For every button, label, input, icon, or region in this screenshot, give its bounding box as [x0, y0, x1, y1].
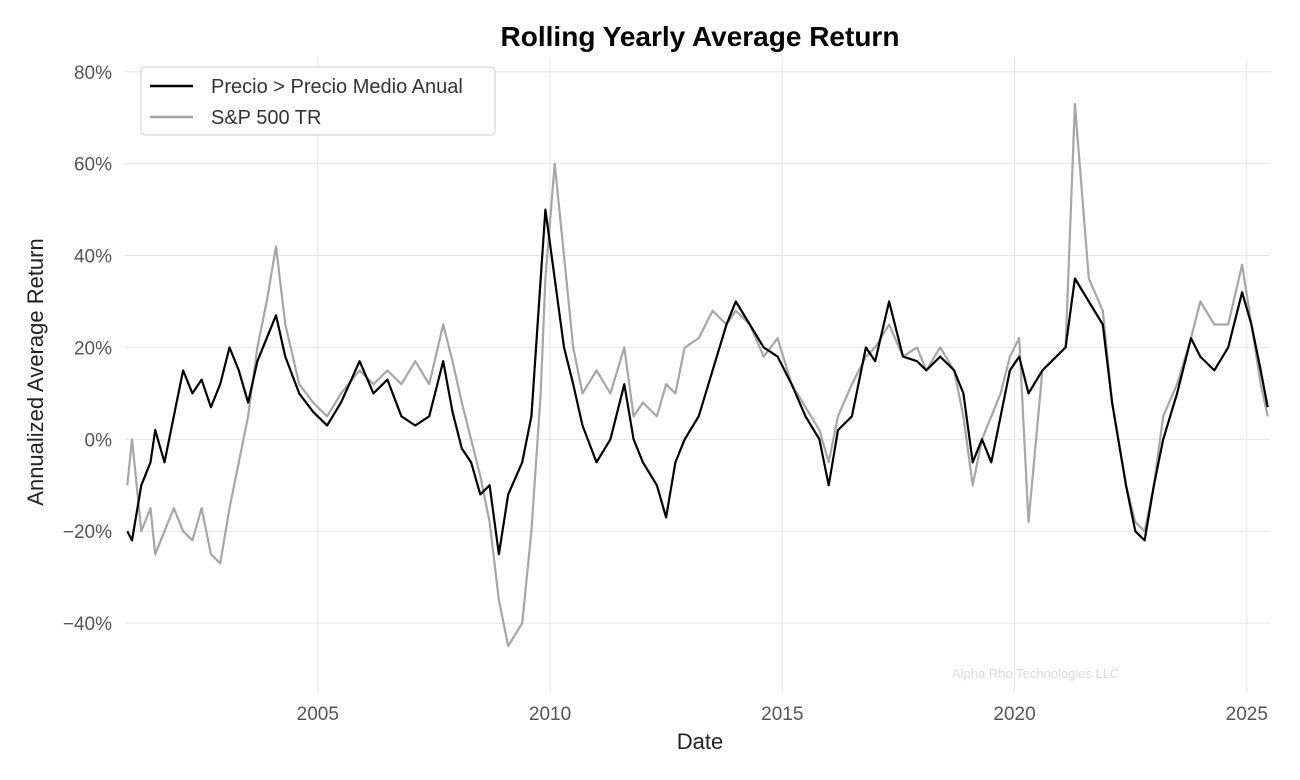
y-tick-label: 40% [74, 247, 112, 268]
x-axis-title: Date [677, 729, 723, 754]
y-axis-title: Annualized Average Return [23, 238, 48, 505]
y-tick-label: −20% [63, 522, 112, 543]
y-tick-label: −40% [63, 614, 112, 635]
series-line-sp500 [126, 102, 1269, 648]
x-axis: 2005 2010 2015 2020 2025 [297, 704, 1268, 725]
x-tick-label: 2005 [297, 704, 339, 725]
x-tick-label: 2020 [993, 704, 1035, 725]
x-tick-label: 2025 [1226, 704, 1268, 725]
x-tick-label: 2010 [529, 704, 571, 725]
chart-title: Rolling Yearly Average Return [501, 21, 900, 52]
series-line-precio [126, 208, 1269, 556]
y-tick-label: 20% [74, 338, 112, 359]
series-lines [126, 102, 1269, 648]
y-tick-label: 0% [85, 430, 113, 451]
y-tick-label: 80% [74, 63, 112, 84]
y-tick-label: 60% [74, 155, 112, 176]
x-tick-label: 2015 [761, 704, 803, 725]
legend: Precio > Precio Medio Anual S&P 500 TR [140, 66, 496, 136]
legend-label-precio: Precio > Precio Medio Anual [211, 76, 463, 98]
legend-label-sp500: S&P 500 TR [211, 107, 321, 129]
watermark: Alpha Rho Technologies LLC [952, 666, 1119, 681]
y-axis: −40% −20% 0% 20% 40% 60% 80% [63, 63, 112, 635]
legend-box [140, 66, 496, 136]
